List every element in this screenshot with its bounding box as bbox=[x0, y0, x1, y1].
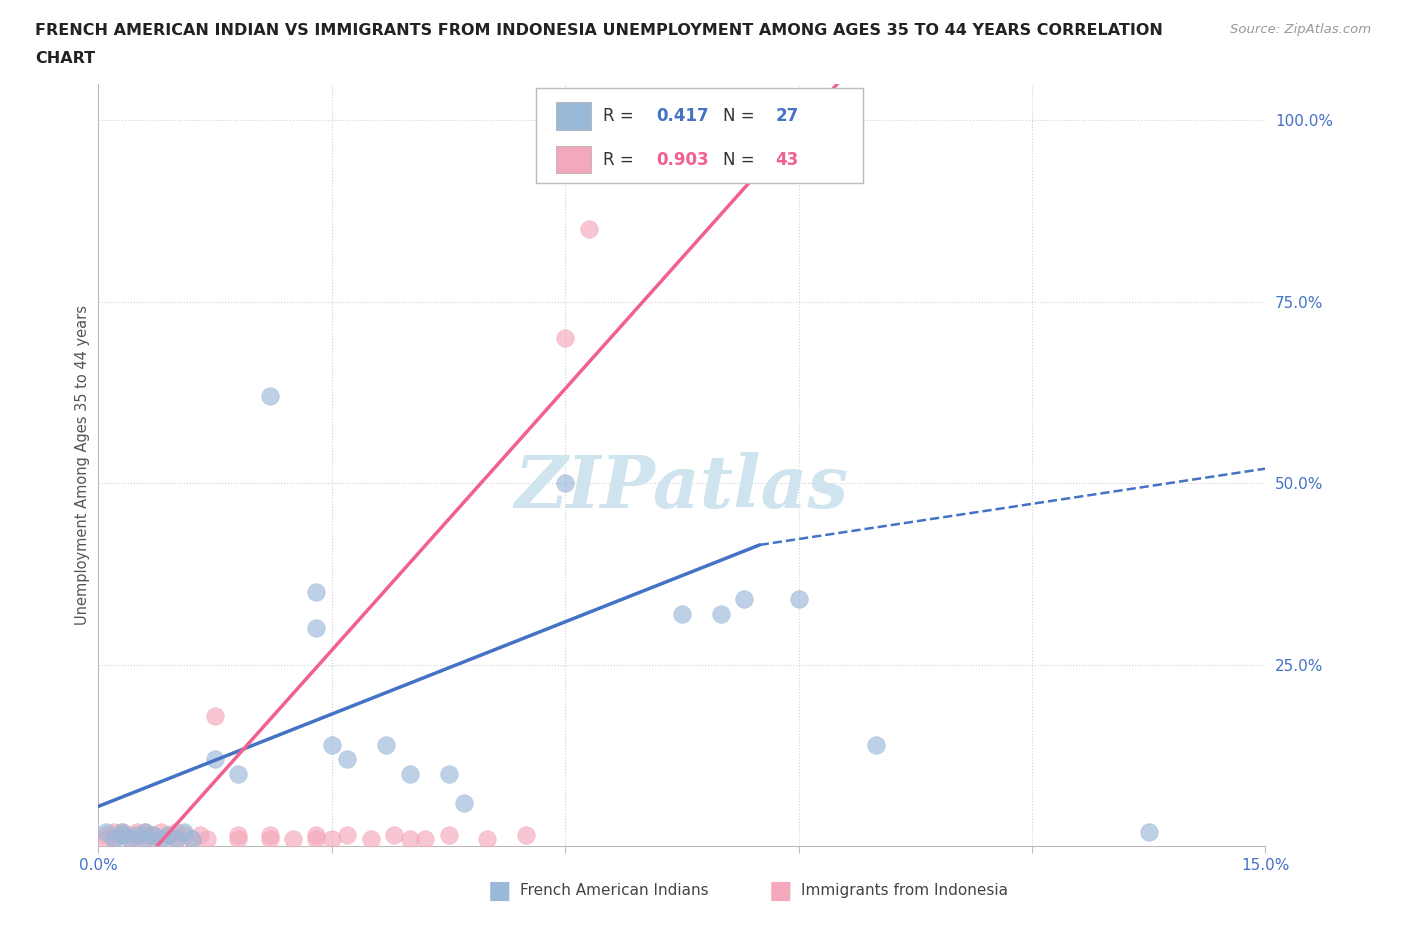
Point bbox=[437, 828, 460, 843]
Point bbox=[671, 606, 693, 621]
Point bbox=[259, 389, 281, 404]
Point bbox=[398, 766, 420, 781]
Point bbox=[165, 831, 187, 846]
Text: 43: 43 bbox=[775, 151, 799, 168]
Text: 0.417: 0.417 bbox=[657, 107, 709, 125]
Y-axis label: Unemployment Among Ages 35 to 44 years: Unemployment Among Ages 35 to 44 years bbox=[75, 305, 90, 625]
Point bbox=[157, 828, 180, 843]
Point bbox=[204, 708, 226, 723]
Point bbox=[96, 831, 118, 846]
Point bbox=[127, 831, 149, 846]
Point bbox=[180, 831, 202, 846]
Text: N =: N = bbox=[723, 151, 759, 168]
Point bbox=[398, 831, 420, 846]
Point bbox=[118, 831, 141, 846]
Point bbox=[180, 831, 202, 846]
Point bbox=[733, 591, 755, 606]
FancyBboxPatch shape bbox=[536, 87, 863, 183]
Text: Source: ZipAtlas.com: Source: ZipAtlas.com bbox=[1230, 23, 1371, 36]
Point bbox=[305, 828, 328, 843]
Point bbox=[103, 824, 125, 839]
Point bbox=[228, 831, 250, 846]
Point bbox=[305, 621, 328, 636]
Text: R =: R = bbox=[603, 151, 638, 168]
FancyBboxPatch shape bbox=[555, 146, 591, 174]
Point bbox=[149, 824, 172, 839]
Point bbox=[477, 831, 499, 846]
Point bbox=[865, 737, 887, 752]
Point bbox=[647, 113, 669, 127]
Point bbox=[228, 766, 250, 781]
Text: ■: ■ bbox=[769, 879, 792, 903]
Point bbox=[787, 591, 810, 606]
Point bbox=[515, 828, 537, 843]
Point bbox=[96, 828, 118, 843]
Point bbox=[111, 824, 134, 839]
Point bbox=[554, 330, 576, 345]
Text: N =: N = bbox=[723, 107, 759, 125]
Point bbox=[375, 737, 398, 752]
Text: R =: R = bbox=[603, 107, 638, 125]
Point bbox=[142, 828, 165, 843]
Point bbox=[336, 751, 359, 766]
FancyBboxPatch shape bbox=[555, 102, 591, 129]
Point bbox=[360, 831, 382, 846]
Text: French American Indians: French American Indians bbox=[520, 884, 709, 898]
Point bbox=[336, 828, 359, 843]
Point bbox=[165, 831, 187, 846]
Point bbox=[118, 828, 141, 843]
Point bbox=[188, 828, 211, 843]
Text: CHART: CHART bbox=[35, 51, 96, 66]
Point bbox=[149, 831, 172, 846]
Point bbox=[554, 476, 576, 491]
Point bbox=[103, 831, 125, 846]
Text: Immigrants from Indonesia: Immigrants from Indonesia bbox=[801, 884, 1008, 898]
Point bbox=[228, 828, 250, 843]
Text: ■: ■ bbox=[488, 879, 510, 903]
Point bbox=[281, 831, 304, 846]
Text: FRENCH AMERICAN INDIAN VS IMMIGRANTS FROM INDONESIA UNEMPLOYMENT AMONG AGES 35 T: FRENCH AMERICAN INDIAN VS IMMIGRANTS FRO… bbox=[35, 23, 1163, 38]
Point bbox=[103, 831, 125, 846]
Point bbox=[305, 585, 328, 600]
Point bbox=[111, 828, 134, 843]
Point bbox=[578, 221, 600, 236]
Point bbox=[142, 831, 165, 846]
Point bbox=[259, 831, 281, 846]
Point bbox=[321, 737, 343, 752]
Text: 27: 27 bbox=[775, 107, 799, 125]
Point bbox=[157, 828, 180, 843]
Point bbox=[437, 766, 460, 781]
Point bbox=[305, 831, 328, 846]
Point bbox=[204, 751, 226, 766]
Point bbox=[111, 824, 134, 839]
Point bbox=[96, 824, 118, 839]
Text: ZIPatlas: ZIPatlas bbox=[515, 452, 849, 524]
Point bbox=[1137, 824, 1160, 839]
Point bbox=[173, 828, 195, 843]
Point bbox=[118, 831, 141, 846]
Point bbox=[134, 824, 156, 839]
Point bbox=[413, 831, 436, 846]
Point bbox=[382, 828, 405, 843]
Point bbox=[127, 824, 149, 839]
Point bbox=[710, 606, 733, 621]
Point bbox=[127, 828, 149, 843]
Point bbox=[149, 831, 172, 846]
Point bbox=[134, 831, 156, 846]
Point bbox=[134, 828, 156, 843]
Point bbox=[453, 795, 475, 810]
Point bbox=[173, 824, 195, 839]
Text: 0.903: 0.903 bbox=[657, 151, 709, 168]
Point bbox=[259, 828, 281, 843]
Point bbox=[111, 828, 134, 843]
Point bbox=[321, 831, 343, 846]
Point bbox=[142, 828, 165, 843]
Point bbox=[195, 831, 218, 846]
Point bbox=[134, 824, 156, 839]
Point bbox=[165, 824, 187, 839]
